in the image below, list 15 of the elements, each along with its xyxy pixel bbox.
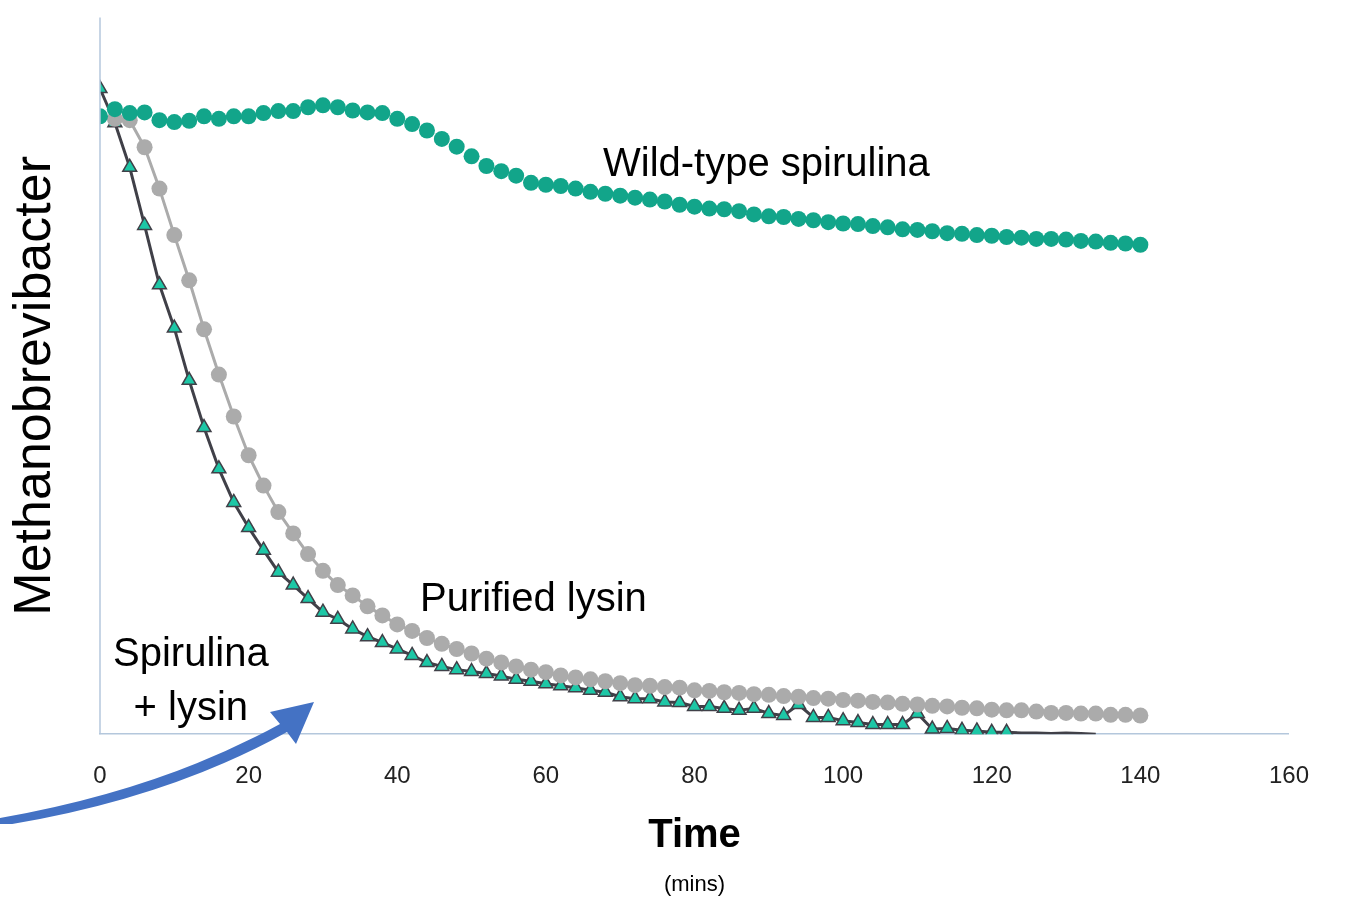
series-label: Purified lysin bbox=[420, 575, 647, 620]
x-tick-label: 40 bbox=[383, 761, 411, 789]
x-tick-label: 140 bbox=[1120, 761, 1161, 789]
text: (mins) bbox=[663, 871, 726, 897]
x-tick-label: 0 bbox=[93, 761, 107, 789]
x-tick-label: 160 bbox=[1268, 761, 1309, 789]
x-tick-label: 60 bbox=[532, 761, 560, 789]
x-tick-label: 100 bbox=[823, 761, 864, 789]
x-axis-title: Time bbox=[648, 811, 741, 856]
x-tick-label: 20 bbox=[235, 761, 262, 789]
x-tick-label: 120 bbox=[971, 761, 1012, 789]
y-axis-title: Methanobrevibacter bbox=[3, 156, 62, 616]
series-label: Spirulina + lysin bbox=[113, 630, 270, 729]
x-tick-label: 80 bbox=[681, 761, 708, 789]
series-label: Wild-type spirulina bbox=[603, 140, 931, 185]
